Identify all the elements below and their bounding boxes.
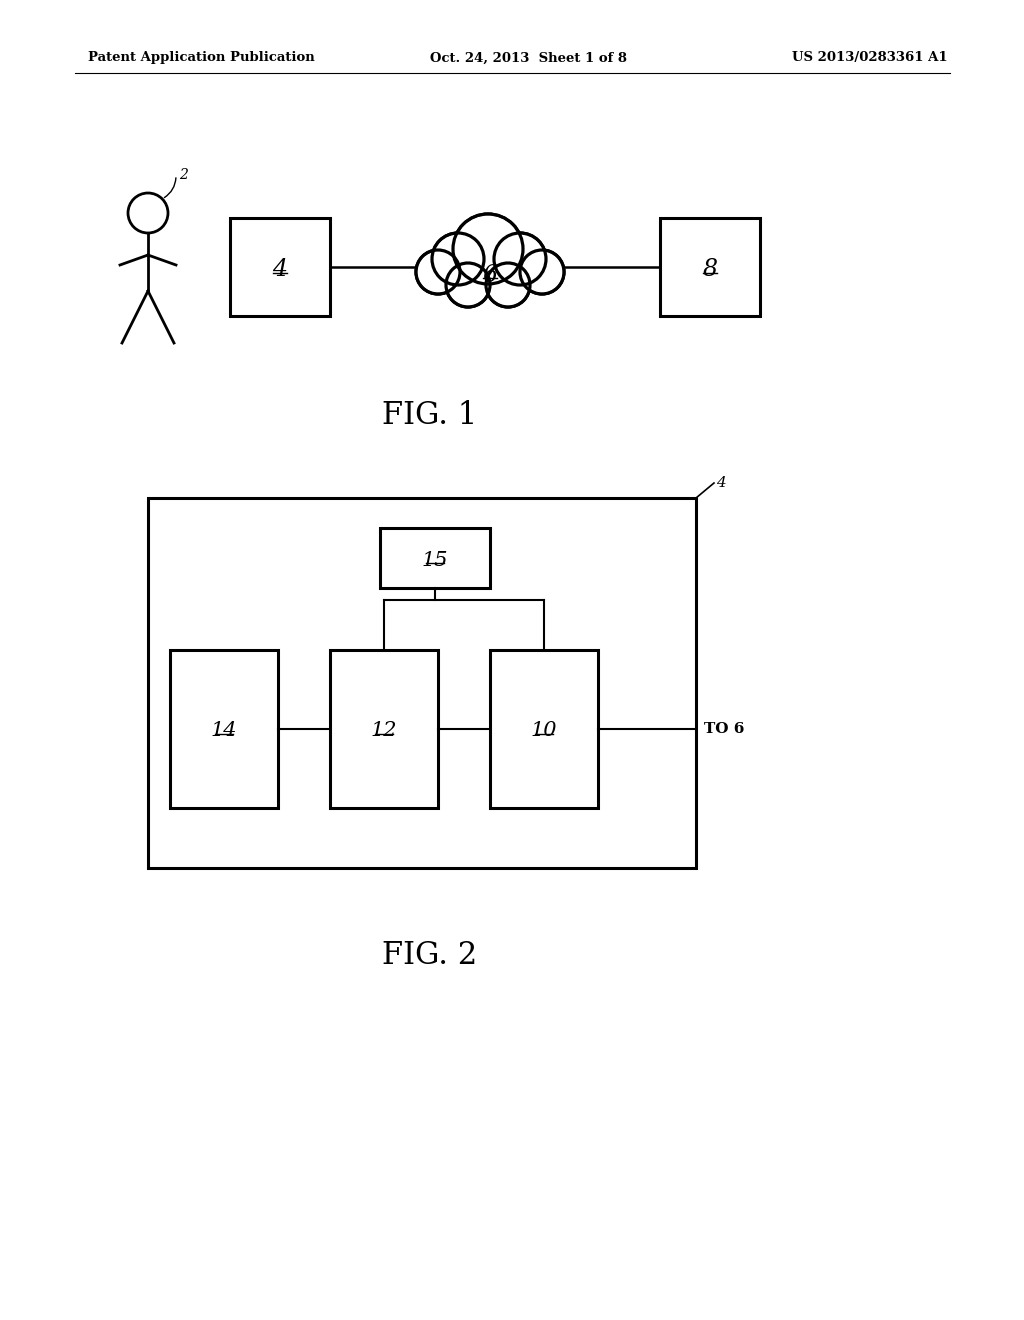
Bar xyxy=(170,649,278,808)
Circle shape xyxy=(494,234,546,285)
Bar xyxy=(490,649,598,808)
Text: TO 6: TO 6 xyxy=(705,722,744,737)
Circle shape xyxy=(496,235,545,284)
Text: 8: 8 xyxy=(702,259,718,281)
Circle shape xyxy=(416,249,460,294)
Circle shape xyxy=(433,235,482,284)
Text: 10: 10 xyxy=(530,722,557,741)
Bar xyxy=(330,649,438,808)
Text: 15: 15 xyxy=(422,550,449,569)
Text: US 2013/0283361 A1: US 2013/0283361 A1 xyxy=(793,51,948,65)
Text: Oct. 24, 2013  Sheet 1 of 8: Oct. 24, 2013 Sheet 1 of 8 xyxy=(430,51,627,65)
Text: 2: 2 xyxy=(179,168,187,182)
Text: FIG. 1: FIG. 1 xyxy=(382,400,477,430)
Text: 14: 14 xyxy=(211,722,238,741)
Circle shape xyxy=(455,215,521,282)
Circle shape xyxy=(446,263,490,308)
Circle shape xyxy=(521,251,562,293)
Circle shape xyxy=(487,264,528,306)
Text: FIG. 2: FIG. 2 xyxy=(382,940,477,970)
Circle shape xyxy=(447,264,488,306)
Bar xyxy=(380,528,490,587)
Text: Patent Application Publication: Patent Application Publication xyxy=(88,51,314,65)
Circle shape xyxy=(453,214,523,284)
Circle shape xyxy=(486,263,530,308)
Text: 12: 12 xyxy=(371,722,397,741)
Bar xyxy=(660,218,760,315)
Circle shape xyxy=(432,234,484,285)
Circle shape xyxy=(418,251,459,293)
Circle shape xyxy=(520,249,564,294)
Bar xyxy=(148,498,696,869)
Bar xyxy=(230,218,330,315)
Text: 6: 6 xyxy=(482,264,498,286)
Text: 4: 4 xyxy=(272,259,288,281)
Text: 4: 4 xyxy=(716,477,726,490)
